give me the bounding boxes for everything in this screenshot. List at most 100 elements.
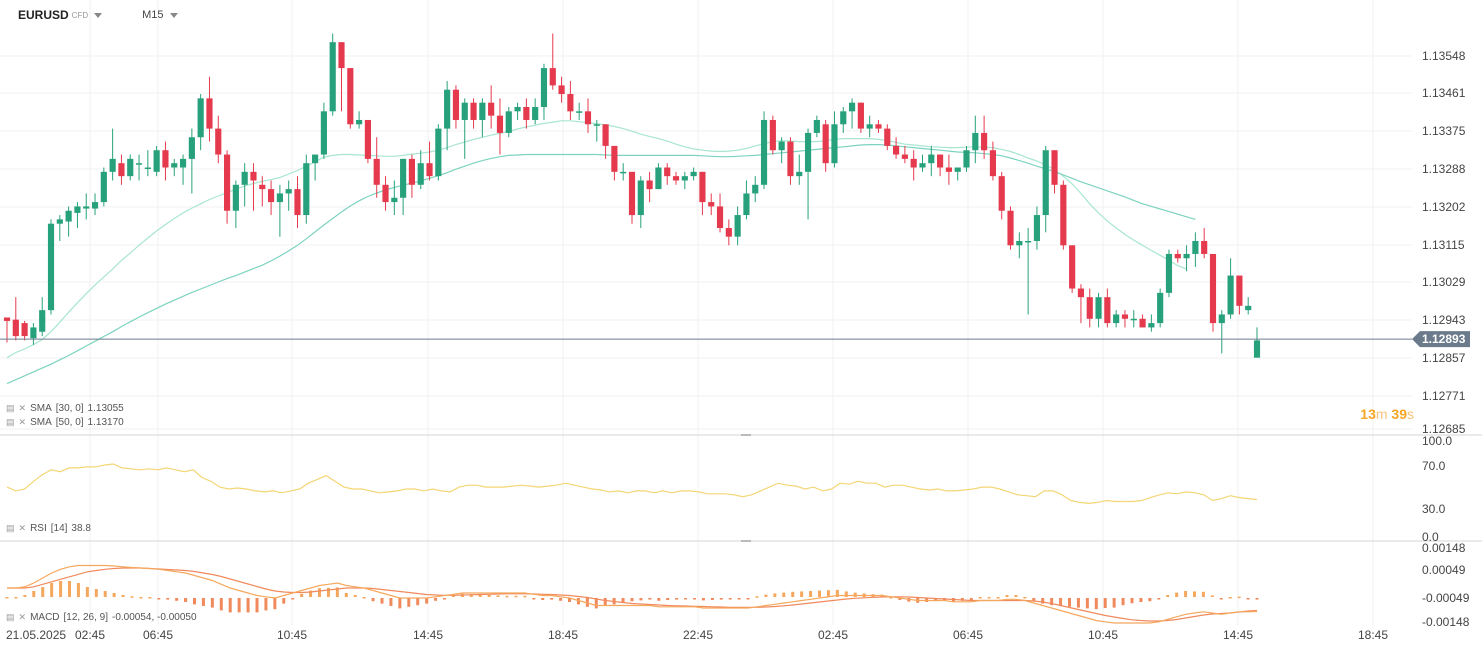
candle bbox=[488, 85, 495, 129]
candle-body bbox=[232, 184, 239, 211]
macd-histogram-bar bbox=[451, 595, 455, 597]
macd-histogram-bar bbox=[969, 598, 973, 600]
drag-handle-icon[interactable]: ▤ bbox=[6, 523, 15, 533]
macd-histogram-bar bbox=[103, 591, 107, 597]
sma30-params: [30, 0] bbox=[55, 403, 84, 414]
drag-handle-icon[interactable]: ▤ bbox=[6, 417, 15, 427]
close-icon[interactable]: ✕ bbox=[18, 523, 27, 533]
candle-body bbox=[1192, 240, 1199, 254]
candle-body bbox=[1077, 288, 1085, 298]
drag-handle-icon[interactable]: ▤ bbox=[6, 612, 15, 622]
price-tick-label: 1.13202 bbox=[1422, 200, 1466, 214]
candle-body bbox=[716, 206, 724, 229]
price-tick-label: 1.12943 bbox=[1422, 313, 1466, 327]
candle bbox=[1165, 249, 1173, 298]
candle bbox=[893, 137, 900, 159]
candle-body bbox=[47, 223, 55, 311]
symbol-dropdown-icon[interactable] bbox=[94, 13, 103, 18]
candle bbox=[532, 98, 539, 125]
candle bbox=[1051, 150, 1058, 194]
candle-body bbox=[320, 111, 327, 155]
macd-histogram-bar bbox=[666, 598, 670, 600]
candle bbox=[813, 115, 820, 138]
close-icon[interactable]: ✕ bbox=[18, 612, 27, 622]
candle-body bbox=[576, 111, 583, 113]
macd-histogram-bar bbox=[246, 598, 250, 613]
macd-histogram-bar bbox=[1228, 597, 1232, 599]
candle-countdown: 13m 39s bbox=[1360, 406, 1414, 422]
price-tick-label: 1.12771 bbox=[1422, 389, 1466, 403]
macd-histogram-bar bbox=[809, 591, 813, 597]
macd-signal-line bbox=[7, 567, 1258, 622]
candle-body bbox=[39, 310, 46, 332]
candle-body bbox=[1209, 253, 1217, 324]
candle bbox=[1042, 145, 1049, 233]
candle-body bbox=[514, 107, 521, 112]
candle bbox=[162, 141, 169, 181]
candle-body bbox=[1095, 297, 1102, 319]
candle bbox=[47, 219, 55, 315]
close-icon[interactable]: ✕ bbox=[18, 417, 27, 427]
price-tick-label: 1.12685 bbox=[1422, 422, 1466, 436]
timeframe-dropdown-icon[interactable] bbox=[169, 13, 178, 18]
candle-body bbox=[1086, 297, 1093, 319]
candle bbox=[1130, 310, 1137, 328]
candle-body bbox=[875, 124, 882, 129]
candle bbox=[1095, 292, 1102, 328]
candle bbox=[268, 180, 275, 216]
x-tick-label: 18:45 bbox=[1358, 628, 1388, 642]
macd-histogram-bar bbox=[59, 581, 63, 597]
candle bbox=[338, 42, 345, 112]
candle-body bbox=[523, 107, 530, 120]
candle-body bbox=[672, 176, 680, 181]
sma50-params: [50, 0] bbox=[55, 417, 84, 428]
macd-histogram-bar bbox=[1157, 598, 1161, 600]
candle-body bbox=[1253, 340, 1261, 358]
macd-histogram-bar bbox=[130, 596, 134, 598]
candle-body bbox=[347, 68, 354, 125]
macd-histogram-bar bbox=[41, 587, 45, 597]
close-icon[interactable]: ✕ bbox=[18, 403, 27, 413]
candle-body bbox=[12, 319, 19, 337]
candle bbox=[655, 163, 662, 190]
macd-histogram-bar bbox=[1005, 595, 1009, 597]
candle bbox=[382, 176, 389, 211]
candle bbox=[769, 115, 776, 155]
candle bbox=[1069, 245, 1076, 293]
candle bbox=[206, 76, 213, 142]
symbol-label[interactable]: EURUSD bbox=[18, 8, 69, 22]
macd-histogram-bar bbox=[478, 594, 482, 597]
candle-body bbox=[312, 154, 319, 164]
candle-body bbox=[74, 206, 81, 213]
macd-histogram-bar bbox=[425, 598, 429, 604]
candle bbox=[901, 145, 908, 164]
candle-body bbox=[479, 102, 486, 120]
macd-histogram-bar bbox=[362, 597, 366, 599]
candle bbox=[417, 150, 424, 190]
macd-histogram-bar bbox=[121, 595, 125, 597]
candle bbox=[981, 115, 988, 159]
x-tick-label: 21.05.2025 bbox=[6, 628, 66, 642]
macd-histogram-bar bbox=[1094, 598, 1098, 610]
macd-histogram-bar bbox=[603, 598, 607, 606]
candle bbox=[1192, 232, 1199, 267]
macd-histogram-bar bbox=[264, 598, 268, 611]
drag-handle-icon[interactable]: ▤ bbox=[6, 403, 15, 413]
price-tick-label: 1.13288 bbox=[1422, 162, 1466, 176]
macd-histogram-bar bbox=[818, 590, 821, 597]
macd-value: -0.00054, -0.00050 bbox=[112, 612, 197, 623]
candle bbox=[558, 76, 565, 103]
macd-histogram-bar bbox=[76, 583, 80, 597]
candle-body bbox=[628, 171, 636, 216]
macd-histogram-bar bbox=[505, 595, 509, 598]
rsi-tick-label: 100.0 bbox=[1422, 434, 1452, 448]
candle-body bbox=[3, 317, 11, 321]
macd-histogram-bar bbox=[496, 595, 500, 597]
macd-histogram-bar bbox=[675, 598, 679, 600]
candle-body bbox=[928, 154, 935, 164]
timeframe-selector[interactable]: M15 bbox=[142, 9, 164, 21]
macd-histogram-bar bbox=[398, 598, 402, 609]
candle-body bbox=[356, 119, 363, 125]
candle bbox=[1201, 228, 1208, 259]
